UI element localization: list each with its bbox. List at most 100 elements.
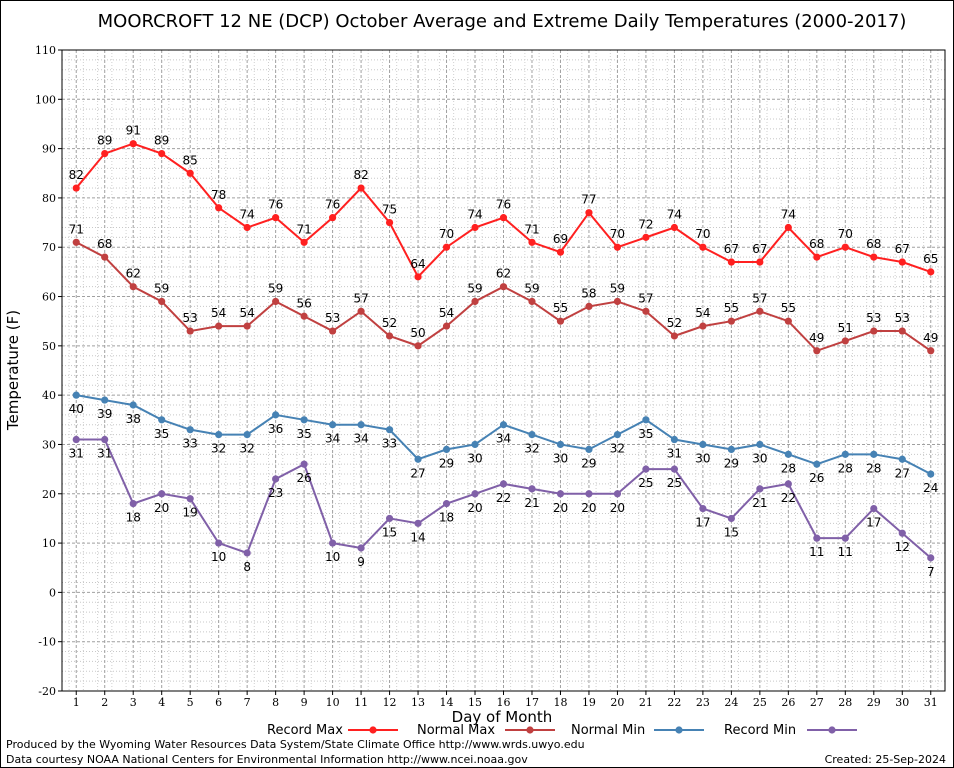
normal-max-point (442, 322, 451, 330)
record-min-point (471, 490, 479, 498)
normal-max-value-label: 68 (97, 237, 112, 251)
normal-max-value-label: 71 (69, 222, 84, 236)
normal-max-value-label: 57 (752, 291, 767, 305)
x-tick-label: 19 (582, 696, 596, 709)
record-max-point (471, 223, 479, 232)
normal-max-point (556, 317, 565, 325)
normal-min-point (215, 431, 223, 439)
normal-min-value-label: 30 (553, 451, 568, 465)
normal-min-point (158, 416, 166, 424)
record-max-point (699, 243, 707, 251)
normal-min-value-label: 38 (126, 412, 141, 426)
normal-min-value-label: 34 (496, 432, 511, 446)
record-max-point (414, 273, 422, 281)
x-tick-label: 18 (553, 696, 567, 709)
footer-data-courtesy: Data courtesy NOAA National Centers for … (6, 753, 528, 766)
normal-min-value-label: 39 (97, 407, 112, 421)
record-max-value-label: 67 (752, 242, 767, 256)
y-tick-label: 50 (42, 340, 56, 353)
record-max-value-label: 70 (695, 227, 710, 241)
x-tick-label: 3 (130, 696, 137, 709)
legend-marker-record-min (828, 726, 836, 734)
chart-title: MOORCROFT 12 NE (DCP) October Average an… (98, 11, 907, 32)
normal-max-value-label: 52 (382, 316, 397, 330)
normal-min-point (300, 416, 308, 424)
y-tick-label: 80 (42, 192, 56, 205)
record-max-value-label: 76 (325, 198, 340, 212)
record-min-value-label: 20 (154, 501, 169, 515)
normal-max-point (727, 317, 735, 325)
normal-min-value-label: 35 (296, 427, 311, 441)
legend-marker-normal-min (675, 726, 683, 734)
record-min-value-label: 21 (524, 496, 539, 510)
x-tick-label: 4 (158, 696, 165, 709)
legend-label-normal-min: Normal Min (571, 723, 645, 738)
record-min-value-label: 31 (69, 447, 84, 461)
record-max-value-label: 78 (211, 188, 226, 202)
record-max-value-label: 74 (467, 208, 482, 222)
normal-min-point (442, 445, 451, 453)
normal-max-value-label: 54 (211, 306, 226, 320)
normal-max-point (414, 342, 422, 350)
record-max-value-label: 65 (923, 252, 938, 266)
record-min-point (442, 500, 451, 508)
y-tick-label: -20 (38, 685, 56, 698)
record-max-value-label: 82 (69, 168, 84, 182)
x-tick-label: 8 (272, 696, 279, 709)
normal-min-value-label: 35 (154, 427, 169, 441)
record-max-point (585, 209, 593, 217)
x-tick-label: 12 (383, 696, 397, 709)
normal-min-point (72, 391, 80, 399)
normal-min-point (927, 470, 935, 478)
normal-min-point (556, 440, 565, 449)
normal-min-value-label: 32 (211, 442, 226, 456)
y-tick-label: 0 (49, 586, 56, 599)
record-min-point (215, 539, 223, 547)
record-min-point (784, 480, 792, 488)
normal-min-point (898, 455, 906, 463)
record-min-value-label: 20 (581, 501, 596, 515)
normal-min-value-label: 30 (752, 451, 767, 465)
record-max-point (186, 169, 194, 177)
chart-data-labels: 8289918985787476717682756470747671697770… (69, 124, 939, 579)
normal-min-value-label: 24 (923, 481, 938, 495)
x-tick-label: 2 (101, 696, 108, 709)
y-tick-label: 70 (42, 241, 56, 254)
normal-min-point (670, 435, 679, 444)
normal-max-value-label: 53 (183, 311, 198, 325)
normal-min-value-label: 32 (610, 442, 625, 456)
x-tick-label: 11 (354, 696, 368, 709)
record-min-point (72, 435, 80, 444)
record-max-point (556, 248, 565, 256)
record-max-point (927, 268, 935, 276)
normal-min-value-label: 36 (268, 422, 283, 436)
x-tick-label: 6 (215, 696, 222, 709)
record-max-value-label: 68 (866, 237, 881, 251)
y-tick-label: -10 (38, 636, 56, 649)
record-min-value-label: 22 (496, 491, 511, 505)
chart-legend: Record Max Normal Max Normal Min Record Min (267, 723, 857, 738)
record-max-value-label: 74 (240, 208, 255, 222)
record-max-value-label: 70 (838, 227, 853, 241)
record-min-point (357, 544, 365, 552)
normal-min-point (613, 431, 622, 439)
record-min-point (328, 539, 337, 547)
normal-min-point (727, 445, 735, 453)
record-min-value-label: 9 (357, 555, 365, 569)
normal-max-value-label: 53 (895, 311, 910, 325)
normal-max-point (499, 283, 508, 291)
record-max-point (442, 243, 451, 251)
normal-min-point (784, 450, 792, 458)
normal-max-value-label: 55 (781, 301, 796, 315)
normal-max-value-label: 59 (268, 281, 283, 295)
record-max-value-label: 67 (724, 242, 739, 256)
record-max-point (499, 214, 508, 222)
normal-min-value-label: 27 (895, 466, 910, 480)
normal-max-point (186, 327, 194, 335)
record-min-value-label: 21 (752, 496, 767, 510)
normal-min-point (471, 440, 479, 449)
record-max-value-label: 67 (895, 242, 910, 256)
x-tick-label: 25 (753, 696, 767, 709)
normal-max-value-label: 62 (496, 267, 511, 281)
record-min-value-label: 20 (553, 501, 568, 515)
